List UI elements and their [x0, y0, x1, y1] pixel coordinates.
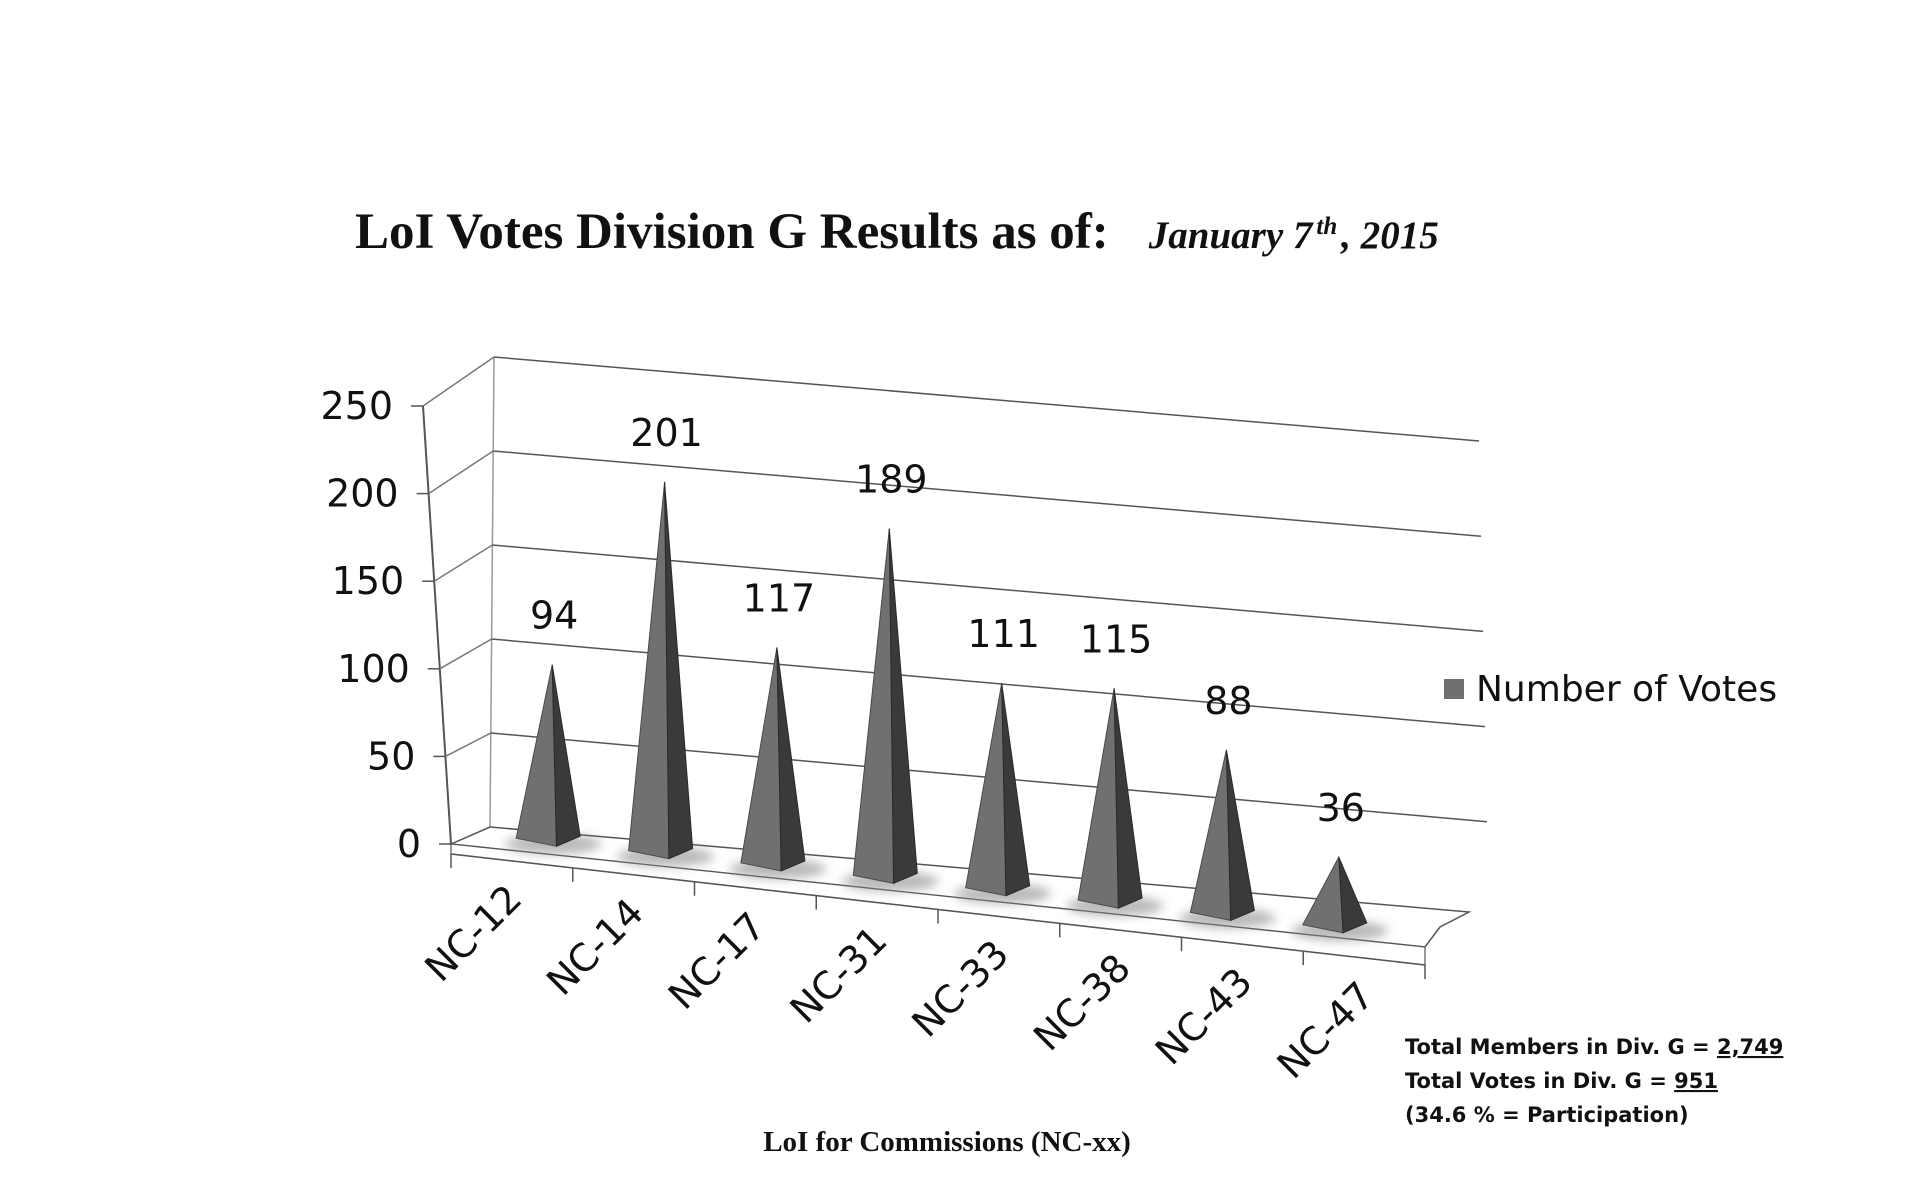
data-label-NC-14: 201	[630, 411, 703, 455]
chart-title-date: January 7	[1148, 214, 1314, 257]
y-tick-label-100: 100	[337, 647, 410, 691]
x-axis-title: LoI for Commissions (NC-xx)	[763, 1126, 1131, 1158]
pyramid-front-NC-38	[1077, 688, 1119, 909]
chart-title: LoI Votes Division G Results as of: Janu…	[355, 204, 1439, 260]
participation-note: (34.6 % = Participation)	[1405, 1103, 1689, 1127]
x-tick-label-NC-38: NC-38	[1025, 946, 1139, 1060]
data-label-NC-38: 115	[1080, 617, 1153, 661]
total-members-label: Total Members in Div. G =	[1405, 1035, 1717, 1059]
back-wall-edge	[489, 356, 495, 828]
pyramid-front-NC-47	[1302, 855, 1344, 934]
gridline-250	[493, 356, 1480, 442]
y-tick-label-0: 0	[397, 822, 421, 866]
chart-walls	[422, 356, 495, 845]
y-tick-label-150: 150	[332, 559, 405, 603]
gridline-side-200	[428, 450, 494, 495]
x-tick-label-NC-31: NC-31	[782, 918, 896, 1032]
data-label-NC-47: 36	[1317, 786, 1365, 830]
legend-label: Number of Votes	[1476, 669, 1777, 710]
pyramid-side-NC-12	[551, 664, 581, 847]
y-tick-label-250: 250	[320, 384, 393, 428]
x-tick-label-NC-47: NC-47	[1269, 973, 1383, 1087]
pyramid-side-NC-17	[776, 647, 806, 872]
gridline-side-100	[439, 638, 492, 670]
legend: Number of Votes	[1444, 669, 1777, 710]
y-axis: 0 50 100 150 200 250	[320, 384, 451, 866]
chart-title-main: LoI Votes Division G Results as of:	[355, 204, 1109, 260]
chart-title-date-sup: th	[1316, 213, 1337, 240]
pyramid-bars	[504, 481, 1389, 941]
x-tick-label-NC-43: NC-43	[1147, 959, 1261, 1073]
pyramid-side-NC-31	[888, 528, 918, 885]
pyramid-side-NC-43	[1225, 749, 1255, 922]
x-tick-label-NC-33: NC-33	[903, 932, 1017, 1046]
total-votes-value: 951	[1674, 1069, 1718, 1093]
data-label-NC-12: 94	[530, 594, 578, 638]
y-axis-line	[422, 405, 452, 845]
total-members-value: 2,749	[1717, 1035, 1783, 1059]
x-tick-label-NC-14: NC-14	[538, 890, 652, 1004]
pyramid-side-NC-14	[664, 481, 694, 860]
data-label-NC-43: 88	[1204, 679, 1252, 723]
x-tick-label-NC-12: NC-12	[416, 876, 530, 990]
data-label-NC-31: 189	[855, 458, 928, 502]
total-votes-note: Total Votes in Div. G = 951	[1405, 1069, 1718, 1093]
y-tick-label-200: 200	[326, 472, 399, 516]
pyramid-front-NC-12	[515, 664, 558, 847]
y-tick-label-50: 50	[367, 734, 415, 778]
pyramid-side-NC-47	[1338, 856, 1368, 934]
chart-title-date-suffix: , 2015	[1340, 214, 1439, 257]
gridlines	[422, 356, 1488, 823]
summary-notes: Total Members in Div. G = 2,749 Total Vo…	[1405, 1035, 1783, 1127]
gridline-side-250	[422, 356, 495, 407]
pyramid-front-NC-14	[628, 481, 670, 860]
x-tick-label-NC-17: NC-17	[660, 904, 774, 1018]
data-label-NC-33: 111	[967, 612, 1040, 656]
pyramid-side-NC-33	[1001, 683, 1031, 897]
pyramid-front-NC-43	[1189, 749, 1232, 922]
gridline-side-150	[433, 544, 493, 582]
pyramid-side-NC-38	[1113, 688, 1143, 909]
pyramid-front-NC-31	[852, 528, 895, 884]
legend-swatch	[1444, 679, 1464, 699]
data-labels: 94 201 117 189 111 115 88 36	[530, 411, 1365, 830]
data-label-NC-17: 117	[743, 577, 816, 621]
pyramid-front-NC-33	[965, 683, 1007, 897]
gridline-200	[493, 450, 1482, 537]
gridline-side-50	[445, 732, 492, 758]
total-members-note: Total Members in Div. G = 2,749	[1405, 1035, 1783, 1059]
pyramid-front-NC-17	[740, 647, 782, 872]
total-votes-label: Total Votes in Div. G =	[1405, 1069, 1674, 1093]
